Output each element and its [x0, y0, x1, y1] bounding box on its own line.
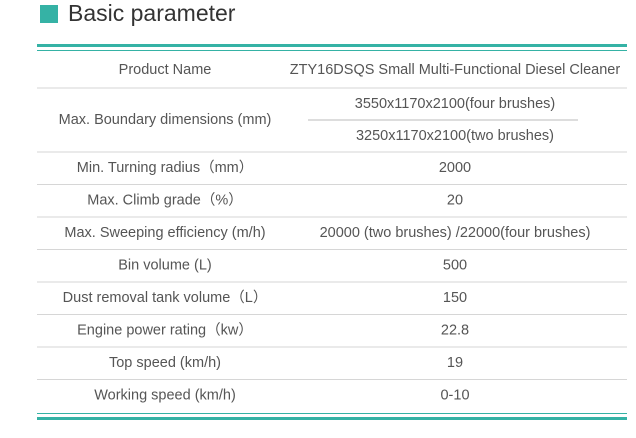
row-label: Max. Boundary dimensions (mm)	[59, 112, 272, 128]
row-value: 22.8	[441, 323, 469, 339]
row-label: Engine power rating（kw）	[77, 322, 253, 339]
row-label: Top speed (km/h)	[109, 355, 221, 371]
row-label: Dust removal tank volume（L）	[63, 289, 268, 306]
row-label: Product Name	[119, 62, 212, 78]
row-label: Min. Turning radius（mm）	[77, 159, 253, 176]
title-icon	[40, 5, 58, 23]
row-value: 2000	[439, 160, 471, 176]
row-label: Bin volume (L)	[118, 258, 211, 274]
bottom-rule	[37, 417, 627, 420]
row-value: 500	[443, 258, 467, 274]
row-label: Max. Sweeping efficiency (m/h)	[64, 225, 265, 241]
row-value: 3550x1170x2100(four brushes)	[355, 96, 555, 112]
top-rule	[37, 44, 627, 47]
row-label: Working speed (km/h)	[94, 388, 236, 404]
row-value: 150	[443, 290, 467, 306]
top-rule-thin	[37, 50, 627, 51]
title: Basic parameter	[68, 0, 236, 26]
row-value: 20000 (two brushes) /22000(four brushes)	[320, 225, 591, 241]
row-value: ZTY16DSQS Small Multi-Functional Diesel …	[290, 62, 621, 78]
row-value: 19	[447, 355, 463, 371]
row-value: 20	[447, 193, 463, 209]
bottom-rule-thin	[37, 413, 627, 414]
row-label: Max. Climb grade（%）	[87, 192, 243, 209]
row-value: 3250x1170x2100(two brushes)	[356, 128, 554, 144]
row-value: 0-10	[440, 388, 469, 404]
